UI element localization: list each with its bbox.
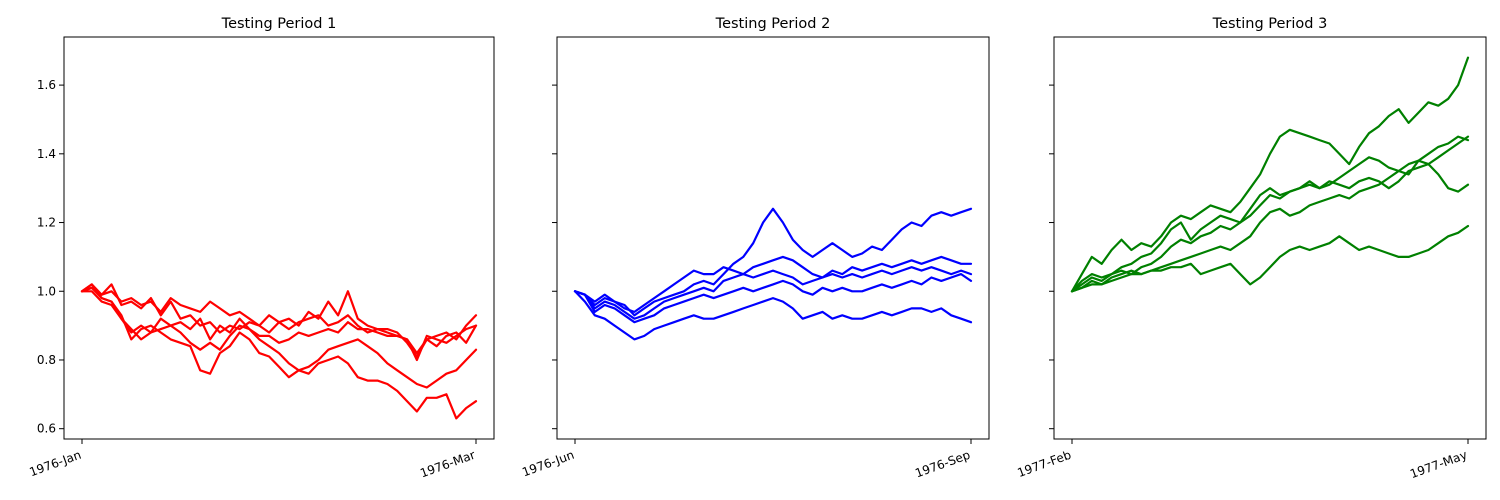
plot-frame [1053, 36, 1487, 440]
chart-title: Testing Period 2 [715, 16, 831, 32]
series-line-2 [1070, 135, 1470, 293]
plot-frame [63, 36, 495, 440]
chart-title: Testing Period 3 [1212, 16, 1328, 32]
y-tick-label: 0.6 [37, 422, 56, 436]
series-line-5 [1070, 224, 1470, 293]
y-tick-label: 1.2 [37, 216, 56, 230]
y-tick-label: 0.8 [37, 353, 56, 367]
x-tick-label: 1976-Sep [913, 448, 972, 481]
series-line-3 [80, 286, 478, 362]
x-tick-label: 1977-May [1408, 448, 1469, 482]
chart-panel-1: Testing Period 1 0.6 0.8 1.0 1.2 1.4 1.6 1976-J… [27, 16, 495, 481]
series-line-4 [80, 290, 478, 389]
x-tick-label: 1976-Jun [520, 448, 576, 480]
series-line-2 [80, 283, 478, 358]
series-line-3 [573, 266, 973, 320]
x-tick-label: 1976-Jan [27, 448, 83, 480]
series-line-4 [1070, 135, 1470, 293]
series-line-5 [80, 283, 478, 420]
series-line-2 [573, 255, 973, 313]
series-line-5 [573, 290, 973, 341]
series-line-1 [1070, 56, 1470, 293]
y-tick-label: 1.6 [37, 78, 56, 92]
chart-panel-2: Testing Period 2 1976-Jun 1976-Sep [520, 16, 990, 481]
y-tick-label: 1.4 [37, 147, 56, 161]
x-tick-label: 1976-Mar [418, 448, 477, 481]
plot-frame [556, 36, 990, 440]
chart-title: Testing Period 1 [221, 16, 337, 32]
x-tick-label: 1977-Feb [1015, 448, 1073, 480]
series-line-3 [1070, 163, 1470, 293]
chart-panel-3: Testing Period 3 1977-Feb 1977-May [1015, 16, 1487, 482]
y-tick-label: 1.0 [37, 284, 56, 298]
series-line-1 [573, 207, 973, 317]
series-line-4 [573, 273, 973, 324]
